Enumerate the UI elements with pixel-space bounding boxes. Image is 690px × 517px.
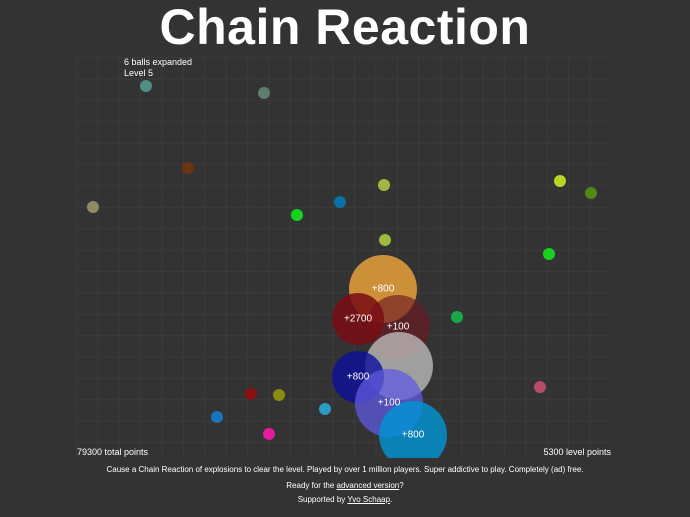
footer-advanced-prefix: Ready for the: [286, 481, 337, 490]
ball: [319, 403, 331, 415]
yvo-schaap-link[interactable]: Yvo Schaap: [347, 495, 391, 504]
board-canvas[interactable]: +800 +100 +2700 +800 +100 +800: [76, 57, 611, 458]
explosion-score-label: +100: [378, 398, 401, 409]
footer-supported: Supported by Yvo Schaap.: [0, 495, 690, 504]
ball: [263, 428, 275, 440]
ball: [378, 179, 390, 191]
explosion: [379, 401, 447, 458]
ball: [140, 80, 152, 92]
footer-advanced-suffix: ?: [399, 481, 404, 490]
footer-description: Cause a Chain Reaction of explosions to …: [106, 465, 584, 474]
ball: [334, 196, 346, 208]
ball: [87, 201, 99, 213]
level-indicator: Level 5: [124, 68, 154, 78]
ball: [211, 411, 223, 423]
ball: [379, 234, 391, 246]
explosion-score-label: +800: [347, 372, 370, 383]
level-points: 5300 level points: [543, 447, 611, 457]
footer-advanced: Ready for the advanced version?: [0, 481, 690, 490]
explosion-score-label: +800: [402, 430, 425, 441]
explosion: [332, 293, 384, 345]
ball: [182, 162, 194, 174]
ball: [585, 187, 597, 199]
ball: [543, 248, 555, 260]
ball: [534, 381, 546, 393]
total-points: 79300 total points: [77, 447, 149, 457]
footer-supported-prefix: Supported by: [297, 495, 348, 504]
ball: [273, 389, 285, 401]
game-title: Chain Reaction: [159, 0, 531, 55]
ball: [291, 209, 303, 221]
hud: 6 balls expanded Level 5: [124, 57, 192, 79]
ball: [451, 311, 463, 323]
ball: [245, 388, 257, 400]
footer-supported-suffix: .: [390, 495, 393, 504]
advanced-version-link[interactable]: advanced version: [336, 481, 400, 490]
explosion-score-label: +800: [372, 284, 395, 295]
ball: [554, 175, 566, 187]
balls-expanded-counter: 6 balls expanded: [124, 57, 193, 67]
explosion-score-label: +100: [387, 322, 410, 333]
explosion-score-label: +2700: [344, 314, 373, 325]
ball: [258, 87, 270, 99]
game-board[interactable]: 6 balls expanded Level 5 +800 +100 +2700 +8…: [76, 57, 611, 458]
